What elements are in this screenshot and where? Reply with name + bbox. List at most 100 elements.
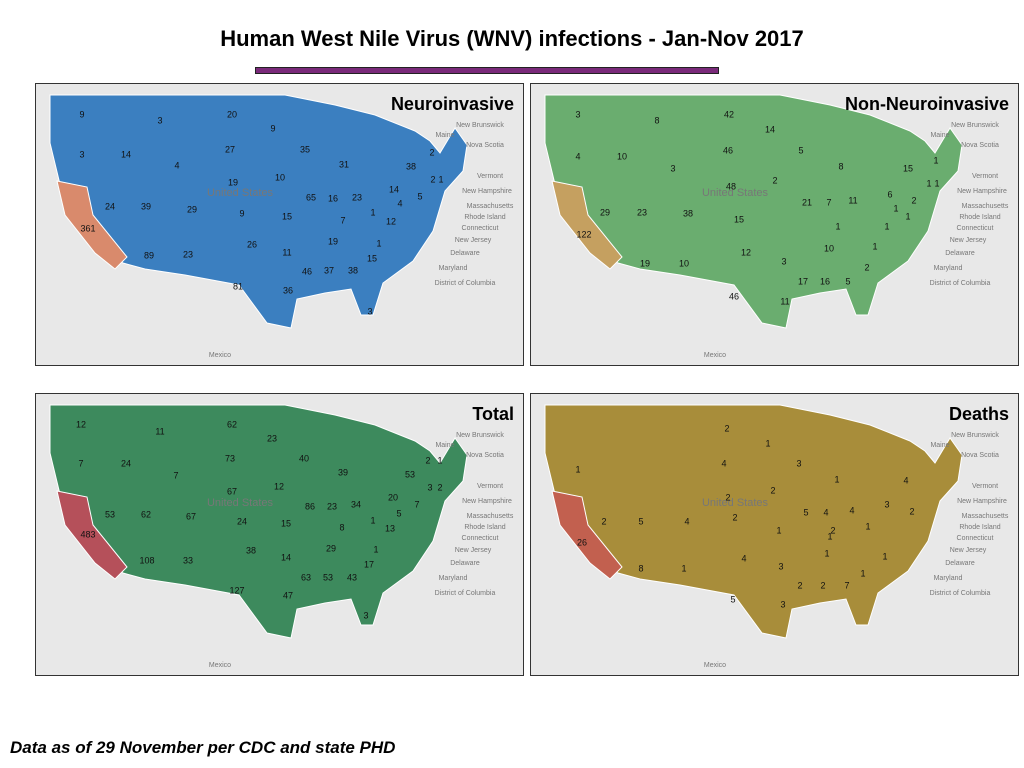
state-value: 29 bbox=[187, 204, 197, 214]
state-value: 361 bbox=[80, 223, 95, 233]
map-label: Connecticut bbox=[462, 225, 499, 232]
map-label: New Brunswick bbox=[456, 122, 504, 129]
state-value: 9 bbox=[270, 123, 275, 133]
state-value: 2 bbox=[830, 525, 835, 535]
map-label: Mexico bbox=[209, 352, 231, 359]
state-value: 16 bbox=[328, 193, 338, 203]
map-label: Delaware bbox=[450, 250, 480, 257]
state-value: 5 bbox=[396, 508, 401, 518]
state-value: 14 bbox=[389, 184, 399, 194]
state-value: 3 bbox=[363, 610, 368, 620]
state-value: 8 bbox=[638, 563, 643, 573]
state-value: 9 bbox=[79, 109, 84, 119]
state-value: 5 bbox=[638, 516, 643, 526]
map-label: Maine bbox=[435, 132, 454, 139]
state-value: 15 bbox=[367, 253, 377, 263]
state-value: 2 bbox=[911, 195, 916, 205]
panel-title: Total bbox=[472, 404, 514, 424]
state-value: 1 bbox=[827, 531, 832, 541]
state-value: 4 bbox=[684, 516, 689, 526]
state-value: 14 bbox=[765, 124, 775, 134]
state-value: 26 bbox=[247, 239, 257, 249]
state-value: 39 bbox=[338, 467, 348, 477]
state-value: 1 bbox=[834, 474, 839, 484]
map-label: District of Columbia bbox=[435, 280, 496, 287]
state-value: 2 bbox=[425, 455, 430, 465]
state-value: 38 bbox=[683, 208, 693, 218]
state-value: 73 bbox=[225, 453, 235, 463]
map-label: New Hampshire bbox=[957, 498, 1007, 505]
state-value: 24 bbox=[105, 201, 115, 211]
state-value: 9 bbox=[239, 208, 244, 218]
state-value: 1 bbox=[860, 568, 865, 578]
state-value: 1 bbox=[872, 241, 877, 251]
state-value: 23 bbox=[637, 207, 647, 217]
state-value: 2 bbox=[430, 174, 435, 184]
panel-border bbox=[35, 393, 524, 676]
state-value: 38 bbox=[406, 161, 416, 171]
state-value: 7 bbox=[844, 580, 849, 590]
map-label: Rhode Island bbox=[959, 524, 1000, 531]
state-value: 1 bbox=[575, 464, 580, 474]
state-value: 2 bbox=[601, 516, 606, 526]
state-value: 46 bbox=[302, 266, 312, 276]
us-area bbox=[544, 404, 963, 639]
state-value: 23 bbox=[327, 501, 337, 511]
state-value: 46 bbox=[729, 291, 739, 301]
state-value: 36 bbox=[283, 285, 293, 295]
state-value: 11 bbox=[848, 195, 857, 205]
us-area bbox=[544, 94, 963, 329]
map-label: Maryland bbox=[439, 265, 468, 272]
state-value: 65 bbox=[306, 192, 316, 202]
state-value: 47 bbox=[283, 590, 293, 600]
map-label: New Jersey bbox=[455, 547, 492, 554]
state-value: 1 bbox=[437, 455, 442, 465]
state-value: 24 bbox=[121, 458, 131, 468]
state-value: 35 bbox=[300, 144, 310, 154]
map-label: New Jersey bbox=[950, 237, 987, 244]
state-value: 33 bbox=[183, 555, 193, 565]
map-label: Connecticut bbox=[462, 535, 499, 542]
map-label: Rhode Island bbox=[464, 524, 505, 531]
state-value: 67 bbox=[186, 511, 196, 521]
state-value: 4 bbox=[741, 553, 746, 563]
state-value: 2 bbox=[770, 485, 775, 495]
state-value: 7 bbox=[826, 197, 831, 207]
state-value: 7 bbox=[173, 470, 178, 480]
map-label: New Hampshire bbox=[957, 188, 1007, 195]
map-label: Maine bbox=[930, 442, 949, 449]
map-label: New Hampshire bbox=[462, 498, 512, 505]
map-label: United States bbox=[207, 187, 274, 199]
state-value: 5 bbox=[803, 507, 808, 517]
state-value: 40 bbox=[299, 453, 309, 463]
state-value: 8 bbox=[654, 115, 659, 125]
state-value: 12 bbox=[274, 481, 284, 491]
state-value: 3 bbox=[670, 163, 675, 173]
state-value: 1 bbox=[865, 521, 870, 531]
state-value: 19 bbox=[328, 236, 338, 246]
state-value: 17 bbox=[364, 559, 374, 569]
state-value: 3 bbox=[884, 499, 889, 509]
state-value: 23 bbox=[352, 192, 362, 202]
state-value: 11 bbox=[155, 426, 164, 436]
panel-title: Neuroinvasive bbox=[391, 94, 514, 114]
footnote: Data as of 29 November per CDC and state… bbox=[10, 738, 396, 757]
state-value: 4 bbox=[575, 151, 580, 161]
state-value: 1 bbox=[438, 174, 443, 184]
state-value: 8 bbox=[838, 161, 843, 171]
state-value: 3 bbox=[778, 561, 783, 571]
state-value: 23 bbox=[183, 249, 193, 259]
map-label: United States bbox=[207, 497, 274, 509]
panel-title: Non-Neuroinvasive bbox=[845, 94, 1009, 114]
state-value: 1 bbox=[884, 221, 889, 231]
state-value: 10 bbox=[617, 151, 627, 161]
state-value: 86 bbox=[305, 501, 315, 511]
map-label: United States bbox=[702, 187, 769, 199]
map-label: Mexico bbox=[209, 662, 231, 669]
state-value: 4 bbox=[721, 458, 726, 468]
state-value: 1 bbox=[893, 203, 898, 213]
state-value: 46 bbox=[723, 145, 733, 155]
state-value: 21 bbox=[802, 197, 812, 207]
map-panel: United States Mexico New Brunswick Nova Sco… bbox=[530, 83, 1019, 366]
state-value: 1 bbox=[934, 178, 939, 188]
